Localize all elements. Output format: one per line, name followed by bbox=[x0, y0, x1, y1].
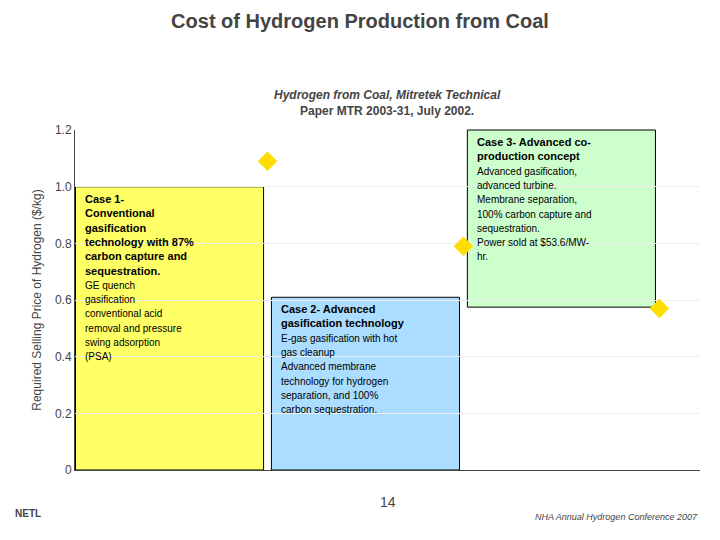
svg-text:0: 0 bbox=[65, 463, 72, 477]
svg-text:NHA Annual Hydrogen Conference: NHA Annual Hydrogen Conference 2007 bbox=[535, 512, 698, 522]
svg-text:NETL: NETL bbox=[15, 508, 41, 519]
svg-text:0.4: 0.4 bbox=[55, 350, 72, 364]
svg-text:Case 1-Conventionalgasificatio: Case 1-Conventionalgasificationtechnolog… bbox=[85, 193, 194, 362]
svg-text:Required Selling Price of Hydr: Required Selling Price of Hydrogen ($/kg… bbox=[30, 189, 44, 410]
svg-text:1.2: 1.2 bbox=[55, 123, 72, 137]
svg-text:0.2: 0.2 bbox=[55, 407, 72, 421]
svg-text:0.6: 0.6 bbox=[55, 293, 72, 307]
svg-text:Hydrogen from Coal, Mitretek T: Hydrogen from Coal, Mitretek TechnicalPa… bbox=[274, 88, 501, 118]
svg-text:Case 2- Advancedgasification t: Case 2- Advancedgasification technologyE… bbox=[281, 303, 405, 415]
svg-text:Cost of Hydrogen Production fr: Cost of Hydrogen Production from Coal bbox=[171, 10, 549, 32]
svg-text:Case 3- Advanced co-production: Case 3- Advanced co-production conceptAd… bbox=[477, 136, 592, 262]
svg-text:14: 14 bbox=[380, 494, 396, 510]
svg-text:0.8: 0.8 bbox=[55, 237, 72, 251]
svg-text:1.0: 1.0 bbox=[55, 180, 72, 194]
